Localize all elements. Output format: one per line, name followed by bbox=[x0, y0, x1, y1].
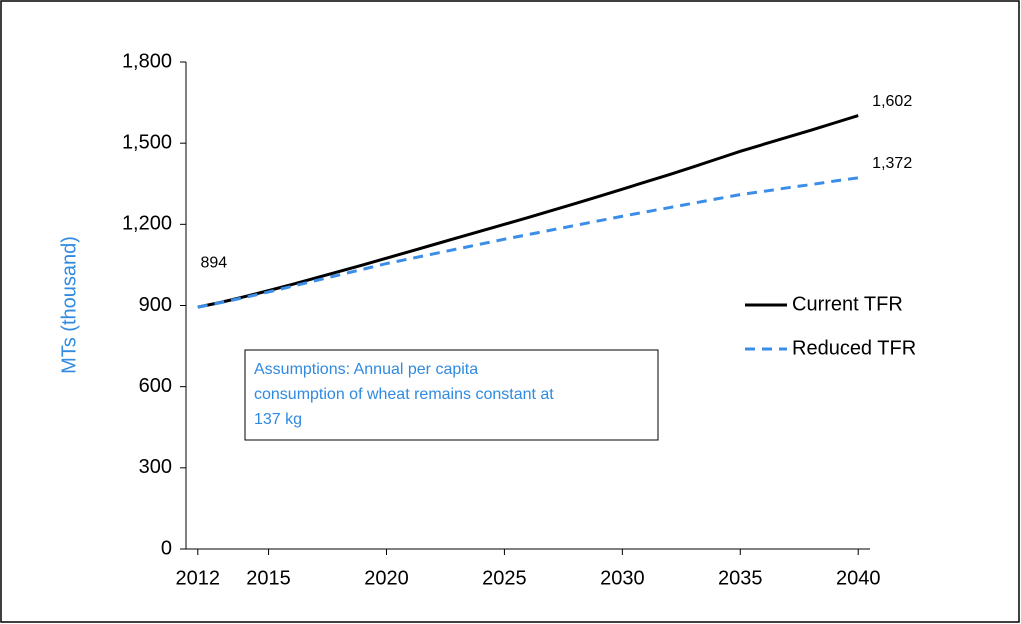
series-line bbox=[197, 176, 859, 309]
y-axis-label: MTs (thousand) bbox=[58, 236, 80, 374]
x-tick-label: 2035 bbox=[718, 567, 763, 589]
data-label: 1,372 bbox=[872, 155, 912, 172]
x-tick-label: 2012 bbox=[176, 567, 221, 589]
data-label: 894 bbox=[200, 254, 227, 271]
y-tick-label: 0 bbox=[161, 537, 172, 559]
y-tick-label: 300 bbox=[139, 456, 172, 478]
y-tick-label: 1,500 bbox=[122, 131, 172, 153]
y-tick-label: 1,800 bbox=[122, 50, 172, 72]
y-tick-label: 900 bbox=[139, 294, 172, 316]
x-tick-label: 2030 bbox=[600, 567, 645, 589]
x-tick-label: 2025 bbox=[482, 567, 527, 589]
annotation-line: 137 kg bbox=[254, 411, 302, 428]
x-tick-label: 2015 bbox=[246, 567, 291, 589]
x-tick-label: 2040 bbox=[836, 567, 881, 589]
y-tick-label: 1,200 bbox=[122, 213, 172, 235]
annotation-box bbox=[244, 349, 659, 441]
legend-label: Current TFR bbox=[792, 293, 903, 315]
annotation-line: consumption of wheat remains constant at bbox=[254, 386, 554, 403]
y-tick-label: 600 bbox=[139, 375, 172, 397]
annotation-line: Assumptions: Annual per capita bbox=[254, 361, 478, 378]
legend-label: Reduced TFR bbox=[792, 337, 916, 359]
x-tick-label: 2020 bbox=[364, 567, 409, 589]
series-line bbox=[197, 114, 859, 309]
data-label: 1,602 bbox=[872, 93, 912, 110]
